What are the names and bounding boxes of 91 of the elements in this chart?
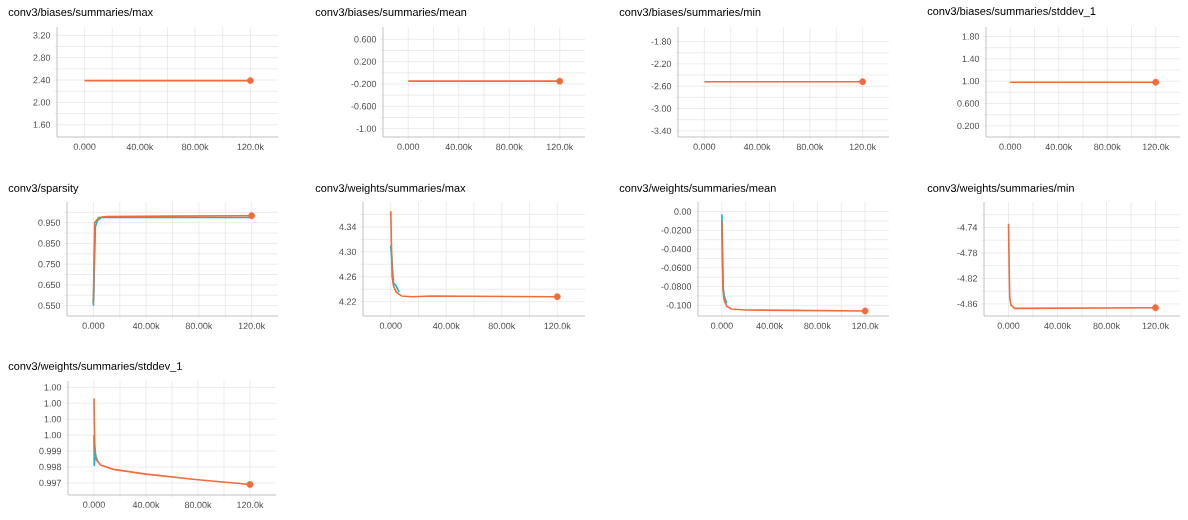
- y-tick-label: 0.200: [957, 122, 980, 130]
- x-tick-label: 120.0k: [849, 143, 877, 151]
- x-tick-label: 80.00k: [182, 143, 209, 151]
- x-tick-label: 0.000: [999, 143, 1022, 150]
- y-tick-label: -3.00: [651, 105, 672, 112]
- y-tick-label: -0.100: [666, 302, 692, 309]
- x-tick-label: 40.00k: [756, 322, 784, 330]
- y-tick-label: 0.950: [38, 219, 61, 226]
- y-tick-label: 0.999: [39, 447, 62, 455]
- x-tick-label: 0.000: [82, 322, 105, 329]
- y-tick-label: -0.600: [351, 103, 377, 110]
- y-tick-label: 0.550: [38, 302, 61, 309]
- chart-title: conv3/biases/summaries/min: [619, 7, 761, 17]
- x-tick-label: 0.000: [379, 322, 402, 329]
- y-tick-label: -2.60: [651, 83, 672, 90]
- y-tick-label: 3.20: [33, 32, 51, 39]
- x-tick-label: 80.00k: [488, 322, 516, 330]
- y-tick-label: 1.80: [962, 33, 980, 40]
- x-tick-label: 80.00k: [496, 143, 523, 151]
- x-tick-label: 120.0k: [238, 322, 266, 330]
- y-tick-label: 2.00: [33, 99, 51, 106]
- y-tick-label: 2.40: [33, 76, 51, 84]
- x-tick-label: 40.00k: [743, 143, 771, 151]
- x-tick-label: 80.00k: [1093, 322, 1121, 330]
- x-tick-label: 0.000: [397, 143, 420, 150]
- x-tick-label: 40.00k: [132, 501, 160, 509]
- y-tick-label: 0.997: [39, 479, 62, 487]
- x-tick-label: 40.00k: [432, 322, 460, 330]
- x-tick-label: 80.00k: [1094, 143, 1121, 151]
- y-tick-label: 0.200: [354, 58, 377, 65]
- y-tick-label: 4.22: [339, 298, 357, 305]
- x-tick-label: 0.000: [73, 143, 96, 150]
- y-tick-label: 0.600: [957, 100, 980, 107]
- chart-title: conv3/biases/summaries/mean: [315, 7, 467, 17]
- y-tick-label: -2.20: [651, 60, 672, 68]
- y-tick-label: 1.40: [962, 55, 980, 63]
- y-tick-label: 0.650: [38, 281, 61, 289]
- y-tick-label: 1.00: [44, 416, 62, 423]
- y-tick-label: 1.60: [33, 121, 51, 128]
- chart-title: conv3/sparsity: [8, 183, 79, 195]
- chart-title: conv3/weights/summaries/min: [927, 183, 1074, 195]
- chart-title: conv3/biases/summaries/max: [8, 7, 153, 17]
- x-tick-label: 40.00k: [445, 143, 473, 151]
- chart-title: conv3/biases/summaries/stddev_1: [927, 6, 1096, 18]
- y-tick-label: 4.34: [339, 223, 357, 231]
- y-tick-label: 0.850: [38, 240, 61, 247]
- y-tick-label: -4.74: [957, 224, 978, 231]
- y-tick-label: -0.0600: [661, 264, 692, 271]
- x-tick-label: 120.0k: [546, 143, 574, 151]
- y-tick-label: -4.78: [957, 249, 978, 257]
- y-tick-label: -4.82: [957, 275, 978, 282]
- y-tick-label: -0.200: [351, 80, 377, 88]
- y-tick-label: -4.86: [957, 300, 978, 308]
- x-tick-label: 120.0k: [544, 322, 571, 330]
- x-tick-label: 120.0k: [237, 501, 264, 509]
- y-tick-label: 4.30: [339, 248, 357, 256]
- x-tick-label: 120.0k: [1142, 322, 1170, 330]
- y-tick-label: -1.80: [651, 38, 672, 45]
- chart-title: conv3/weights/summaries/max: [315, 183, 466, 195]
- y-tick-label: 1.00: [44, 431, 62, 439]
- y-tick-label: 2.80: [33, 54, 51, 61]
- y-tick-label: 0.600: [354, 36, 377, 43]
- x-tick-label: 80.00k: [184, 501, 212, 509]
- y-tick-label: 1.00: [44, 400, 62, 407]
- chart-title: conv3/weights/summaries/stddev_1: [8, 361, 182, 373]
- x-tick-label: 0.000: [83, 501, 105, 508]
- y-tick-label: -0.0800: [661, 283, 692, 290]
- y-tick-label: -0.0200: [661, 227, 692, 234]
- chart-title: conv3/weights/summaries/mean: [619, 183, 776, 195]
- y-tick-label: 0.998: [39, 463, 62, 471]
- x-tick-label: 40.00k: [132, 322, 160, 330]
- x-tick-label: 40.00k: [1044, 322, 1072, 330]
- x-tick-label: 120.0k: [237, 143, 264, 151]
- y-tick-label: 0.00: [674, 208, 692, 215]
- x-tick-label: 80.00k: [796, 143, 824, 151]
- y-tick-label: 1.00: [44, 384, 62, 391]
- x-tick-label: 0.000: [693, 143, 716, 150]
- y-tick-label: 0.750: [38, 260, 61, 268]
- x-tick-label: 80.00k: [185, 322, 213, 330]
- y-tick-label: 4.26: [339, 273, 357, 280]
- y-tick-label: -3.40: [651, 127, 672, 135]
- y-tick-label: 1.00: [962, 77, 980, 85]
- y-tick-label: -0.0400: [661, 245, 692, 253]
- x-tick-label: 40.00k: [1045, 143, 1073, 151]
- x-tick-label: 80.00k: [804, 322, 831, 330]
- y-tick-label: -1.00: [356, 125, 377, 132]
- x-tick-label: 120.0k: [1142, 143, 1170, 151]
- x-tick-label: 120.0k: [852, 322, 879, 330]
- x-tick-label: 0.000: [710, 322, 733, 329]
- x-tick-label: 40.00k: [126, 143, 154, 151]
- x-tick-label: 0.000: [997, 322, 1020, 329]
